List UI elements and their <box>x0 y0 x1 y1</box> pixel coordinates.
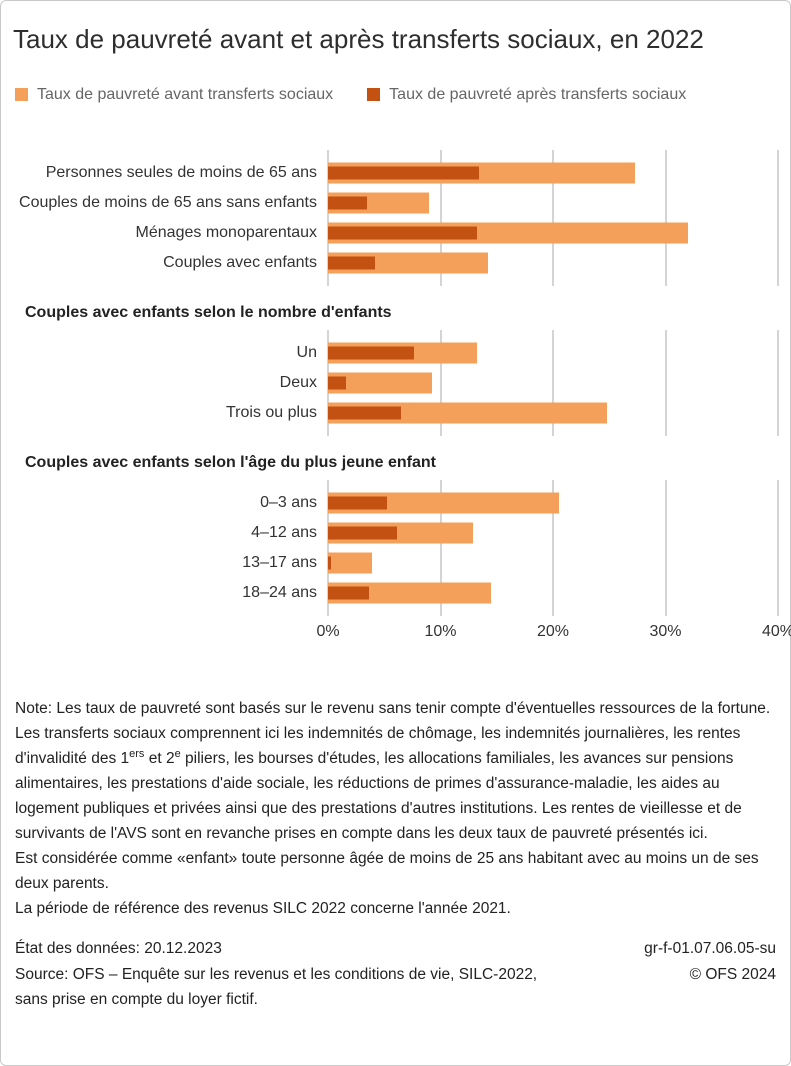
bar-apres-transferts <box>328 556 332 569</box>
gridline <box>665 149 666 286</box>
gridline <box>327 479 329 616</box>
note-paragraph: Note: Les taux de pauvreté sont basés su… <box>15 699 771 717</box>
legend-label-avant: Taux de pauvreté avant transferts sociau… <box>37 85 334 103</box>
x-axis-tick-label: 10% <box>424 622 457 640</box>
bar-row: 4–12 ans <box>13 518 778 548</box>
x-axis-tick-label: 30% <box>649 622 682 640</box>
bar-group <box>328 158 778 188</box>
bar-row-label: 0–3 ans <box>260 493 317 511</box>
bar-avant-transferts <box>328 552 372 573</box>
chart-title: Taux de pauvreté avant et après transfer… <box>13 24 704 54</box>
bar-avant-transferts <box>328 582 492 603</box>
bar-row-label: Un <box>296 343 317 361</box>
bar-row-label: Trois ou plus <box>226 403 317 421</box>
chart-section-header: Couples avec enfants selon le nombre d'e… <box>25 303 392 321</box>
bar-apres-transferts <box>328 406 402 419</box>
gridlines <box>327 149 779 286</box>
bar-row: Ménages monoparentaux <box>13 218 778 248</box>
chart-section-header: Couples avec enfants selon l'âge du plus… <box>25 453 437 471</box>
bar-group <box>328 248 778 278</box>
note-paragraph: Est considérée comme «enfant» toute pers… <box>15 850 759 893</box>
bar-group <box>328 398 778 428</box>
x-axis-tick-label: 40% <box>761 622 791 640</box>
bar-group <box>328 188 778 218</box>
bar-row: Trois ou plus <box>13 398 778 428</box>
x-axis-tick-label: 0% <box>316 622 340 640</box>
bar-apres-transferts <box>328 586 369 599</box>
bar-row-label: 18–24 ans <box>242 583 317 601</box>
bar-row-label: 13–17 ans <box>242 553 317 571</box>
chart-section: 0–3 ans 4–12 ans 13–17 ans 18–24 ans <box>13 479 779 616</box>
gridline <box>440 329 441 436</box>
chart-section: Personnes seules de moins de 65 ans Coupl… <box>13 149 779 286</box>
bar-group <box>328 518 778 548</box>
bar-apres-transferts <box>328 346 414 359</box>
gridline <box>777 479 779 616</box>
gridline <box>552 479 554 616</box>
bar-row-label: 4–12 ans <box>251 523 317 541</box>
legend: Taux de pauvreté avant transferts sociau… <box>15 86 778 104</box>
gridline <box>327 149 329 286</box>
bar-apres-transferts <box>328 526 397 539</box>
bar-row: Couples avec enfants <box>13 248 778 278</box>
bar-row-label: Couples de moins de 65 ans sans enfants <box>19 193 317 211</box>
poverty-bar-chart: Personnes seules de moins de 65 ans Coupl… <box>13 149 779 616</box>
bar-row-label: Personnes seules de moins de 65 ans <box>45 163 317 181</box>
x-axis-tick-label: 20% <box>536 622 570 640</box>
gridline <box>777 329 779 436</box>
bar-group <box>328 338 778 368</box>
footer-left: État des données: 20.12.2023 Source: OFS… <box>15 936 537 1011</box>
bar-row-label: Couples avec enfants <box>163 253 317 271</box>
x-axis: 0% 10% 20% 30% 40% <box>316 620 791 646</box>
bar-apres-transferts <box>328 496 387 509</box>
bar-apres-transferts <box>328 376 346 389</box>
gridline <box>552 329 554 436</box>
source-line-2: sans prise en compte du loyer fictif. <box>15 990 258 1008</box>
bar-row: Personnes seules de moins de 65 ans <box>13 158 778 188</box>
legend-swatch-apres-icon <box>367 88 381 101</box>
bar-apres-transferts <box>328 256 376 269</box>
gridline <box>665 479 666 616</box>
bar-apres-transferts <box>328 196 368 209</box>
copyright: © OFS 2024 <box>689 965 776 983</box>
bar-apres-transferts <box>328 166 479 179</box>
note-paragraph: Les transferts sociaux comprennent ici l… <box>15 724 742 843</box>
notes: Note: Les taux de pauvreté sont basés su… <box>13 696 778 922</box>
figure-reference: gr-f-01.07.06.05-su <box>644 940 776 958</box>
bar-row: Un <box>13 338 778 368</box>
bar-avant-transferts <box>328 372 432 393</box>
bar-group <box>328 218 778 248</box>
gridline <box>440 479 441 616</box>
source-line-1: Source: OFS – Enquête sur les revenus et… <box>15 965 538 983</box>
bar-row: 18–24 ans <box>13 578 778 608</box>
footer: État des données: 20.12.2023 Source: OFS… <box>13 936 778 1011</box>
bar-row: Couples de moins de 65 ans sans enfants <box>13 188 778 218</box>
bar-row-label: Ménages monoparentaux <box>135 223 317 241</box>
bar-row: 13–17 ans <box>13 548 778 578</box>
bar-row: 0–3 ans <box>13 488 778 518</box>
footer-right: gr-f-01.07.06.05-su © OFS 2024 <box>644 936 776 1011</box>
bar-row: Deux <box>13 368 778 398</box>
data-status: État des données: 20.12.2023 <box>15 940 222 958</box>
gridlines <box>327 479 779 616</box>
gridline <box>552 149 554 286</box>
bar-group <box>328 488 778 518</box>
note-paragraph: La période de référence des revenus SILC… <box>15 900 511 918</box>
gridline <box>777 149 779 286</box>
bar-group <box>328 578 778 608</box>
chart-section: Un Deux Trois ou plus <box>13 329 779 436</box>
bar-row-label: Deux <box>279 373 317 391</box>
bar-group <box>328 368 778 398</box>
legend-label-apres: Taux de pauvreté après transferts sociau… <box>389 85 687 103</box>
gridline <box>665 329 666 436</box>
gridline <box>440 149 441 286</box>
bar-apres-transferts <box>328 226 477 239</box>
legend-item-avant: Taux de pauvreté avant transferts sociau… <box>15 86 333 104</box>
bar-group <box>328 548 778 578</box>
legend-swatch-avant-icon <box>15 88 28 101</box>
legend-item-apres: Taux de pauvreté après transferts sociau… <box>367 86 686 104</box>
